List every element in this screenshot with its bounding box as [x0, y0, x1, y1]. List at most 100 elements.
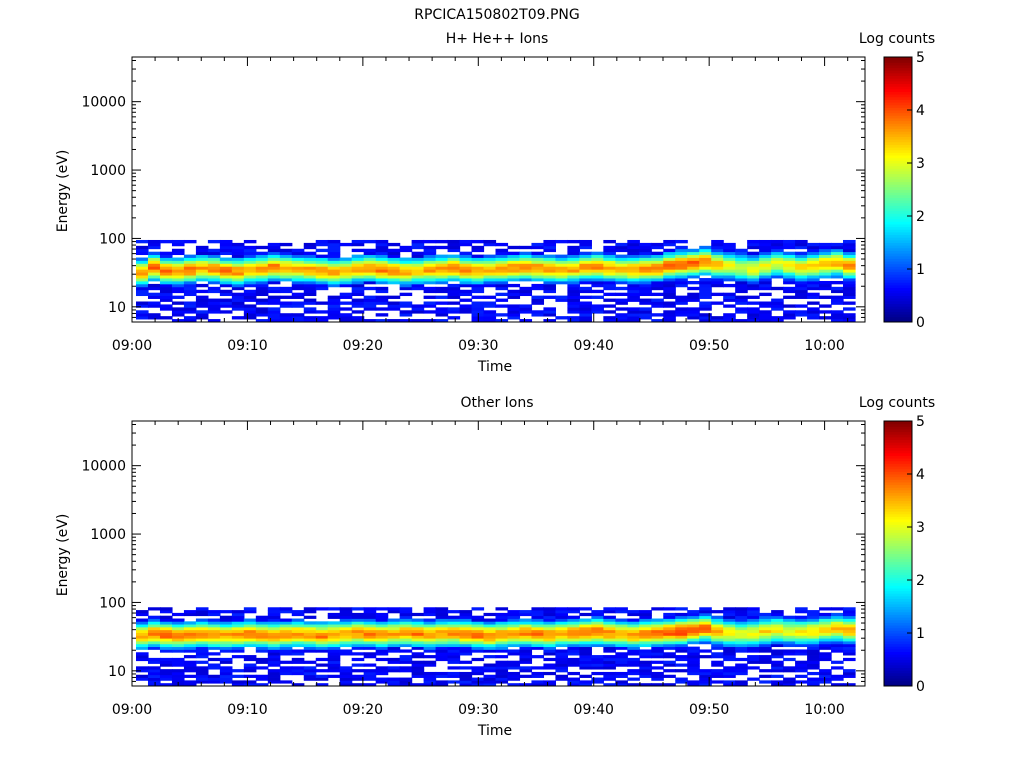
heatmap-cell: [435, 624, 449, 628]
heatmap-cell: [759, 669, 772, 673]
heatmap-cell: [351, 683, 365, 687]
heatmap-cell: [747, 254, 760, 258]
heatmap-cell: [675, 245, 688, 250]
heatmap-cell: [651, 660, 664, 664]
heatmap-cell: [495, 674, 509, 678]
heatmap-cell: [759, 239, 772, 244]
heatmap-cell: [447, 278, 461, 282]
heatmap-cell: [639, 248, 652, 253]
heatmap-cell: [387, 657, 401, 662]
heatmap-cell: [195, 641, 209, 645]
heatmap-cell: [255, 280, 269, 285]
heatmap-cell: [675, 301, 688, 305]
heatmap-cell: [447, 652, 461, 656]
heatmap-cell: [567, 683, 580, 687]
heatmap-cell: [435, 618, 449, 622]
heatmap-cell: [231, 304, 245, 308]
heatmap-cell: [747, 245, 760, 250]
heatmap-cell: [363, 254, 377, 258]
heatmap-cell: [243, 289, 257, 294]
colorbar-segment: [884, 99, 912, 103]
heatmap-cell: [195, 269, 209, 273]
heatmap-cell: [555, 643, 568, 648]
heatmap-cell: [411, 626, 425, 631]
heatmap-cell: [639, 307, 652, 311]
heatmap-cell: [687, 272, 700, 276]
heatmap-cell: [363, 677, 377, 681]
heatmap-cell: [363, 260, 377, 264]
heatmap-cell: [423, 677, 437, 681]
heatmap-cell: [267, 313, 281, 317]
panel-2-ylabel: Energy (eV): [55, 514, 71, 597]
heatmap-cell: [603, 304, 616, 308]
heatmap-cell: [603, 646, 616, 650]
heatmap-cell: [147, 643, 161, 648]
colorbar-segment: [884, 70, 912, 74]
heatmap-cell: [207, 272, 221, 276]
heatmap-cell: [531, 638, 545, 642]
heatmap-cell: [471, 295, 485, 299]
heatmap-cell: [183, 646, 197, 650]
heatmap-cell: [627, 646, 640, 650]
heatmap-cell: [447, 643, 461, 648]
heatmap-cell: [807, 618, 820, 622]
colorbar-segment: [884, 91, 912, 95]
heatmap-cell: [387, 610, 401, 614]
heatmap-cell: [279, 316, 293, 320]
heatmap-cell: [267, 263, 281, 267]
heatmap-cell: [495, 254, 509, 258]
heatmap-cell: [399, 286, 413, 291]
heatmap-cell: [339, 307, 353, 311]
heatmap-cell: [387, 646, 401, 650]
heatmap-cell: [435, 674, 449, 678]
heatmap-cell: [807, 313, 820, 317]
heatmap-cell: [699, 301, 712, 305]
heatmap-cell: [639, 286, 652, 291]
heatmap-cell: [255, 310, 269, 314]
heatmap-cell: [519, 278, 533, 282]
heatmap-cell: [303, 629, 317, 633]
heatmap-cell: [279, 260, 293, 264]
heatmap-cell: [795, 269, 808, 273]
heatmap-cell: [183, 624, 197, 628]
heatmap-cell: [747, 319, 760, 323]
heatmap-cell: [327, 638, 341, 642]
heatmap-cell: [687, 649, 700, 653]
heatmap-cell: [735, 626, 748, 631]
heatmap-cell: [579, 621, 592, 625]
heatmap-cell: [795, 251, 808, 256]
heatmap-cell: [627, 652, 640, 656]
colorbar-segment: [884, 609, 912, 613]
heatmap-cell: [579, 295, 592, 299]
colorbar-segment: [884, 197, 912, 201]
heatmap-cell: [543, 307, 557, 311]
heatmap-cell: [171, 674, 185, 678]
heatmap-cell: [327, 275, 341, 279]
heatmap-cell: [219, 275, 233, 279]
heatmap-cell: [639, 280, 652, 285]
colorbar-segment: [884, 434, 912, 438]
heatmap-cell: [459, 275, 473, 279]
colorbar-segment: [884, 489, 912, 494]
heatmap-cell: [136, 251, 149, 256]
heatmap-cell: [579, 612, 592, 617]
heatmap-cell: [603, 674, 616, 678]
heatmap-cell: [579, 266, 592, 270]
heatmap-cell: [579, 260, 592, 264]
heatmap-cell: [843, 641, 856, 645]
heatmap-cell: [171, 612, 185, 617]
heatmap-cell: [627, 269, 640, 273]
heatmap-cell: [579, 680, 592, 684]
heatmap-cell: [699, 669, 712, 673]
heatmap-cell: [159, 269, 173, 273]
heatmap-cell: [675, 266, 688, 270]
heatmap-cell: [363, 275, 377, 279]
heatmap-cell: [195, 610, 209, 614]
heatmap-cell: [819, 638, 832, 642]
heatmap-cell: [315, 242, 329, 247]
heatmap-cell: [591, 610, 604, 614]
y-tick-label: 10000: [81, 459, 126, 475]
heatmap-cell: [723, 649, 736, 653]
heatmap-cell: [136, 674, 149, 678]
